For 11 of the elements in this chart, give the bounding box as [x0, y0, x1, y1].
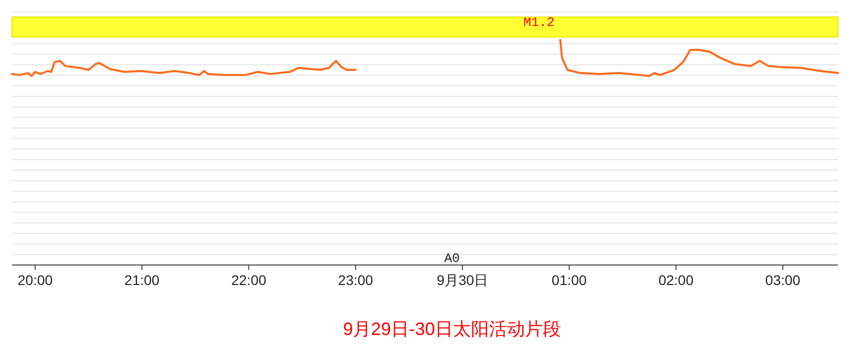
- x-tick-label: 23:00: [338, 272, 374, 288]
- annotation: A0: [444, 251, 460, 266]
- x-tick-label: 03:00: [765, 272, 801, 288]
- x-tick-label: 02:00: [658, 272, 694, 288]
- x-tick-label: 22:00: [231, 272, 266, 288]
- x-tick-label: 20:00: [18, 272, 53, 288]
- x-tick-label: 21:00: [124, 272, 160, 288]
- x-tick-label: 9月30日: [436, 272, 488, 288]
- band-label: M1.2: [523, 15, 555, 30]
- text: 9月29日-30日太阳活动片段: [342, 319, 562, 339]
- x-tick-label: 01:00: [552, 272, 587, 288]
